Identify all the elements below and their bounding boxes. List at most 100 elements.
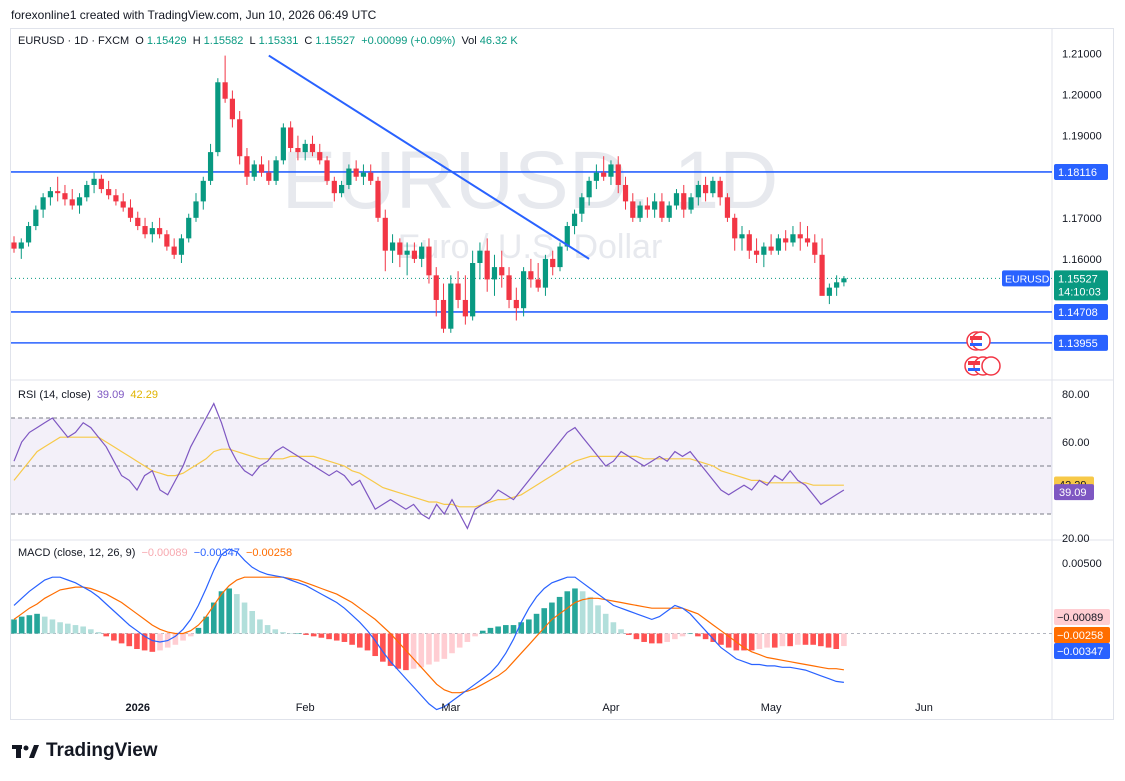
bearish-candle[interactable] xyxy=(506,275,512,300)
bearish-candle[interactable] xyxy=(724,197,731,218)
bullish-candle[interactable] xyxy=(521,271,527,309)
bullish-candle[interactable] xyxy=(652,201,658,210)
us-flag-event-icon[interactable] xyxy=(981,356,1001,376)
bullish-candle[interactable] xyxy=(586,180,592,198)
bullish-candle[interactable] xyxy=(207,152,214,181)
bullish-candle[interactable] xyxy=(695,184,701,198)
bearish-candle[interactable] xyxy=(659,201,665,218)
bullish-candle[interactable] xyxy=(673,193,680,206)
bullish-candle[interactable] xyxy=(193,201,199,218)
bearish-candle[interactable] xyxy=(550,258,556,268)
bearish-candle[interactable] xyxy=(229,98,235,120)
bearish-candle[interactable] xyxy=(135,217,141,227)
bullish-candle[interactable] xyxy=(33,209,39,227)
us-flag-event-icon[interactable] xyxy=(971,331,991,351)
bearish-candle[interactable] xyxy=(157,228,163,235)
bullish-candle[interactable] xyxy=(477,250,483,263)
bearish-candle[interactable] xyxy=(528,271,534,280)
macd-signal-line[interactable] xyxy=(13,576,844,694)
bearish-candle[interactable] xyxy=(375,180,381,218)
bearish-candle[interactable] xyxy=(644,205,650,210)
bearish-candle[interactable] xyxy=(622,184,629,202)
bullish-candle[interactable] xyxy=(542,258,549,288)
bearish-candle[interactable] xyxy=(382,217,388,251)
bearish-candle[interactable] xyxy=(484,250,490,280)
bearish-candle[interactable] xyxy=(266,172,272,181)
bearish-candle[interactable] xyxy=(317,152,323,161)
bearish-candle[interactable] xyxy=(797,234,803,239)
bearish-candle[interactable] xyxy=(819,254,825,296)
bullish-candle[interactable] xyxy=(84,184,90,198)
bearish-candle[interactable] xyxy=(717,180,723,198)
bearish-candle[interactable] xyxy=(513,299,519,309)
bullish-candle[interactable] xyxy=(91,178,97,185)
economic-event-icons[interactable] xyxy=(964,331,1001,376)
bearish-candle[interactable] xyxy=(462,299,468,317)
bullish-candle[interactable] xyxy=(448,283,454,329)
bullish-candle[interactable] xyxy=(273,160,279,181)
bearish-candle[interactable] xyxy=(69,199,75,206)
bearish-candle[interactable] xyxy=(353,168,359,177)
bullish-candle[interactable] xyxy=(215,82,221,153)
bullish-candle[interactable] xyxy=(761,246,767,255)
bullish-candle[interactable] xyxy=(360,172,367,177)
bullish-candle[interactable] xyxy=(571,213,578,227)
bullish-candle[interactable] xyxy=(47,191,53,198)
bearish-candle[interactable] xyxy=(324,160,330,181)
bearish-candle[interactable] xyxy=(440,299,447,329)
bearish-candle[interactable] xyxy=(142,226,148,235)
bearish-candle[interactable] xyxy=(237,119,243,157)
bullish-candle[interactable] xyxy=(302,143,308,153)
bullish-candle[interactable] xyxy=(200,180,206,202)
bullish-candle[interactable] xyxy=(834,282,840,288)
bearish-candle[interactable] xyxy=(106,189,112,196)
bearish-candle[interactable] xyxy=(368,172,374,181)
bullish-candle[interactable] xyxy=(637,205,643,218)
bullish-candle[interactable] xyxy=(564,226,570,247)
bullish-candle[interactable] xyxy=(346,168,352,185)
bearish-candle[interactable] xyxy=(681,193,687,210)
bearish-candle[interactable] xyxy=(630,201,636,218)
tradingview-logo[interactable]: TradingView xyxy=(12,740,158,762)
bearish-candle[interactable] xyxy=(455,283,461,300)
bullish-candle[interactable] xyxy=(389,242,396,251)
bearish-candle[interactable] xyxy=(615,164,621,185)
bearish-candle[interactable] xyxy=(426,246,432,276)
bearish-candle[interactable] xyxy=(309,143,316,153)
bullish-candle[interactable] xyxy=(251,164,257,177)
bullish-candle[interactable] xyxy=(404,250,410,255)
bearish-candle[interactable] xyxy=(113,195,119,202)
bullish-candle[interactable] xyxy=(186,217,192,239)
bullish-candle[interactable] xyxy=(178,238,185,255)
bullish-candle[interactable] xyxy=(739,234,745,239)
bearish-candle[interactable] xyxy=(295,148,301,153)
bullish-candle[interactable] xyxy=(775,238,781,251)
bearish-candle[interactable] xyxy=(62,193,68,200)
bearish-candle[interactable] xyxy=(258,164,265,173)
bullish-candle[interactable] xyxy=(149,228,155,235)
bearish-candle[interactable] xyxy=(244,156,250,177)
legend-symbol[interactable]: EURUSD · 1D · FXCM xyxy=(18,35,130,47)
bullish-candle[interactable] xyxy=(688,197,694,210)
bearish-candle[interactable] xyxy=(746,234,752,251)
bullish-candle[interactable] xyxy=(557,246,563,268)
bearish-candle[interactable] xyxy=(499,267,505,276)
bullish-candle[interactable] xyxy=(790,234,796,243)
bearish-candle[interactable] xyxy=(120,201,126,208)
bearish-candle[interactable] xyxy=(703,184,709,194)
bearish-candle[interactable] xyxy=(397,242,403,255)
bullish-candle[interactable] xyxy=(579,197,585,214)
bullish-candle[interactable] xyxy=(826,287,832,296)
bullish-candle[interactable] xyxy=(666,205,672,218)
bullish-candle[interactable] xyxy=(25,226,32,243)
bullish-candle[interactable] xyxy=(40,197,46,210)
bearish-candle[interactable] xyxy=(433,275,439,300)
bullish-candle[interactable] xyxy=(76,197,83,206)
bullish-candle[interactable] xyxy=(280,127,286,161)
bearish-candle[interactable] xyxy=(98,178,104,190)
bearish-candle[interactable] xyxy=(288,127,294,148)
bearish-candle[interactable] xyxy=(804,238,811,243)
bearish-candle[interactable] xyxy=(732,217,738,239)
bullish-candle[interactable] xyxy=(593,172,599,181)
